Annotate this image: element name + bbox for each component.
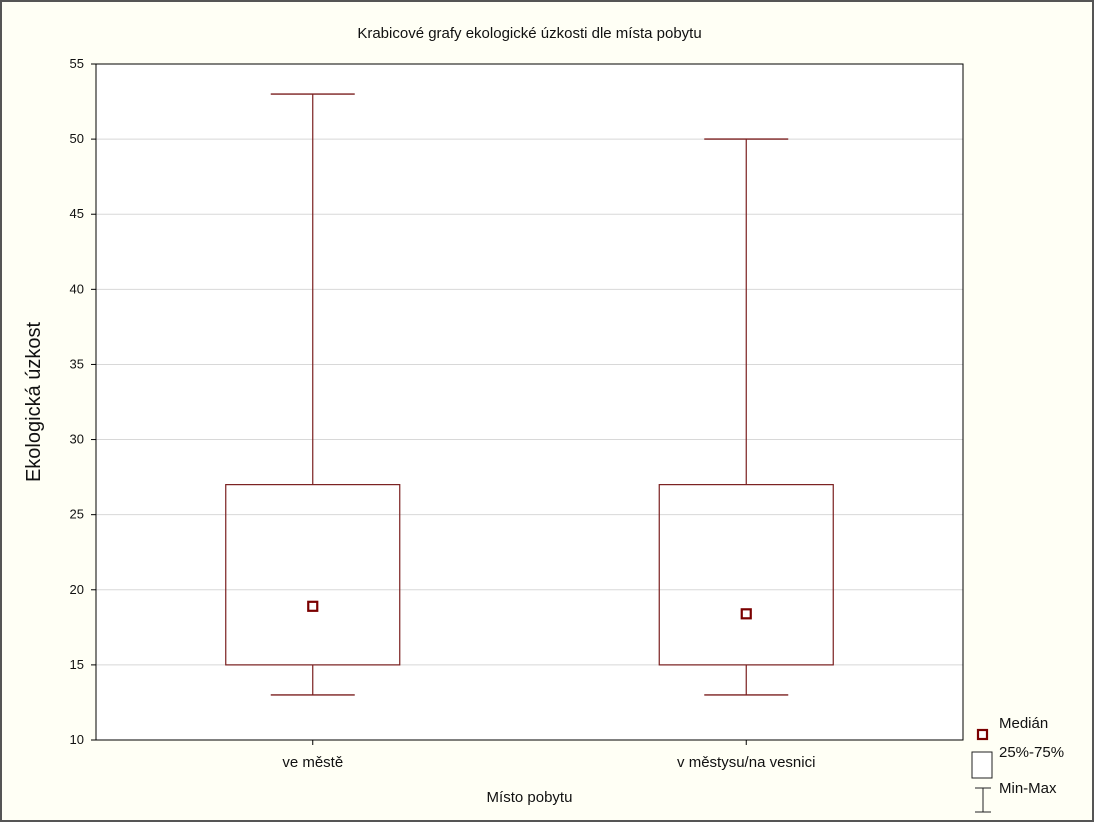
legend-label: 25%-75% (999, 744, 1064, 761)
legend-median-icon (976, 728, 989, 741)
y-tick-label: 40 (70, 281, 84, 296)
legend-label: Min-Max (999, 780, 1057, 797)
legend-box-icon (971, 751, 993, 779)
chart-title: Krabicové grafy ekologické úzkosti dle m… (357, 25, 701, 42)
y-tick-label: 20 (70, 582, 84, 597)
plot-border (95, 63, 964, 741)
y-tick-label: 30 (70, 432, 84, 447)
x-tick-label: v městysu/na vesnici (677, 754, 815, 771)
y-axis-label: Ekologická úzkost (23, 322, 45, 483)
y-tick-label: 45 (70, 206, 84, 221)
x-axis-label: Místo pobytu (487, 789, 573, 806)
box-iqr (225, 484, 401, 666)
y-tick-label: 35 (70, 356, 84, 371)
y-tick-label: 50 (70, 131, 84, 146)
boxes (225, 93, 834, 696)
legend-label: Medián (999, 715, 1048, 732)
grid-lines (96, 138, 963, 666)
y-tick-label: 15 (70, 657, 84, 672)
y-tick-label: 55 (70, 56, 84, 71)
y-tick-label: 25 (70, 507, 84, 522)
box-iqr (658, 484, 834, 666)
median-marker (740, 608, 752, 620)
plot-area (96, 64, 963, 740)
x-tick-label: ve městě (282, 754, 343, 771)
axes: 10 15 20 25 30 35 40 45 50 55 ve městě v městysu/na… (70, 56, 964, 771)
legend: Medián 25%-75% Min-Max (971, 715, 1064, 813)
median-marker (307, 600, 319, 612)
y-tick-label: 10 (70, 732, 84, 747)
